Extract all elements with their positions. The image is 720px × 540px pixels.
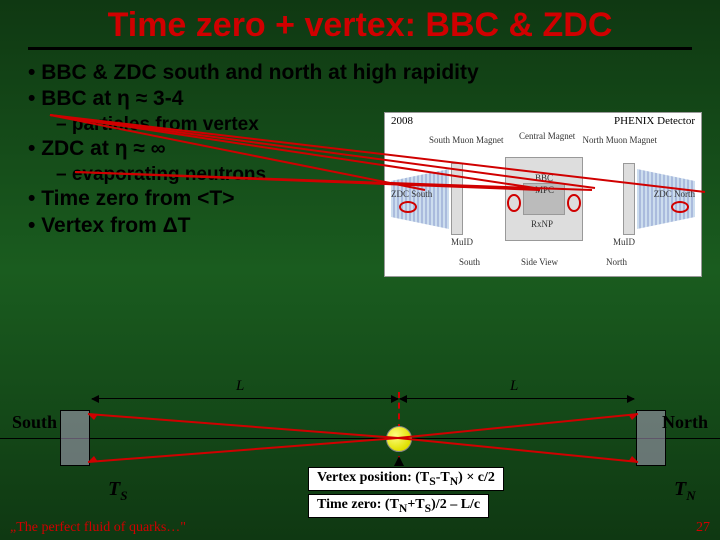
title-underline — [28, 47, 692, 50]
timezero-formula-box: Time zero: (TN+TS)/2 – L/c — [308, 494, 489, 518]
label-north-muon: North Muon Magnet — [583, 135, 658, 145]
muon-wing-north — [637, 169, 695, 229]
L-label-left: L — [236, 378, 244, 395]
label-south-muon: South Muon Magnet — [429, 135, 504, 145]
bullet-item: BBC at η ≈ 3-4 — [28, 86, 692, 112]
label-bbc: BBC — [535, 173, 553, 183]
vertex-up-arrow — [394, 456, 404, 466]
L-label-right: L — [510, 378, 518, 395]
detector-name: PHENIX Detector — [614, 115, 695, 127]
label-mpc: MPC — [535, 185, 554, 195]
ts-sub: S — [120, 488, 127, 503]
page-number: 27 — [696, 520, 710, 536]
muid-south — [451, 163, 463, 235]
L-arrow-left — [92, 398, 398, 399]
label-zdc-north: ZDC North — [654, 189, 695, 199]
north-label: North — [662, 412, 708, 433]
label-muid-n: MuID — [613, 237, 635, 247]
red-ellipse-zdc-s — [399, 201, 417, 213]
red-ellipse-bbc-n — [567, 194, 581, 212]
label-muid-s: MuID — [451, 237, 473, 247]
ts-label: TS — [108, 478, 127, 504]
label-south: South — [459, 257, 480, 267]
L-arrow-right — [400, 398, 634, 399]
bullet-item: BBC & ZDC south and north at high rapidi… — [28, 60, 692, 86]
label-central: Central Magnet — [519, 131, 575, 141]
label-zdc-south: ZDC South — [391, 189, 432, 199]
ts-letter: T — [108, 478, 120, 500]
muon-wing-south — [391, 169, 449, 229]
south-label: South — [12, 412, 57, 433]
vertex-formula-box: Vertex position: (TS-TN) × c/2 — [308, 467, 504, 491]
tn-label: TN — [674, 478, 696, 504]
muid-north — [623, 163, 635, 235]
footer-quote: „The perfect fluid of quarks…" — [10, 520, 186, 536]
detector-year: 2008 — [391, 115, 413, 127]
beam-line — [0, 438, 720, 439]
footer: „The perfect fluid of quarks…" 27 — [10, 520, 710, 536]
tn-sub: N — [686, 488, 695, 503]
south-detector-rect — [60, 410, 90, 466]
phenix-detector-figure: 2008 PHENIX Detector South Muon Magnet N… — [384, 112, 702, 277]
vertex-ball-icon — [386, 426, 412, 452]
label-rxnp: RxNP — [531, 219, 553, 229]
detector-body: South Muon Magnet North Muon Magnet Cent… — [385, 129, 701, 269]
red-ellipse-zdc-n — [671, 201, 689, 213]
tn-letter: T — [674, 478, 686, 500]
red-ellipse-bbc-s — [507, 194, 521, 212]
label-north: North — [606, 257, 627, 267]
slide-title: Time zero + vertex: BBC & ZDC — [0, 0, 720, 47]
label-sideview: Side View — [521, 257, 558, 267]
